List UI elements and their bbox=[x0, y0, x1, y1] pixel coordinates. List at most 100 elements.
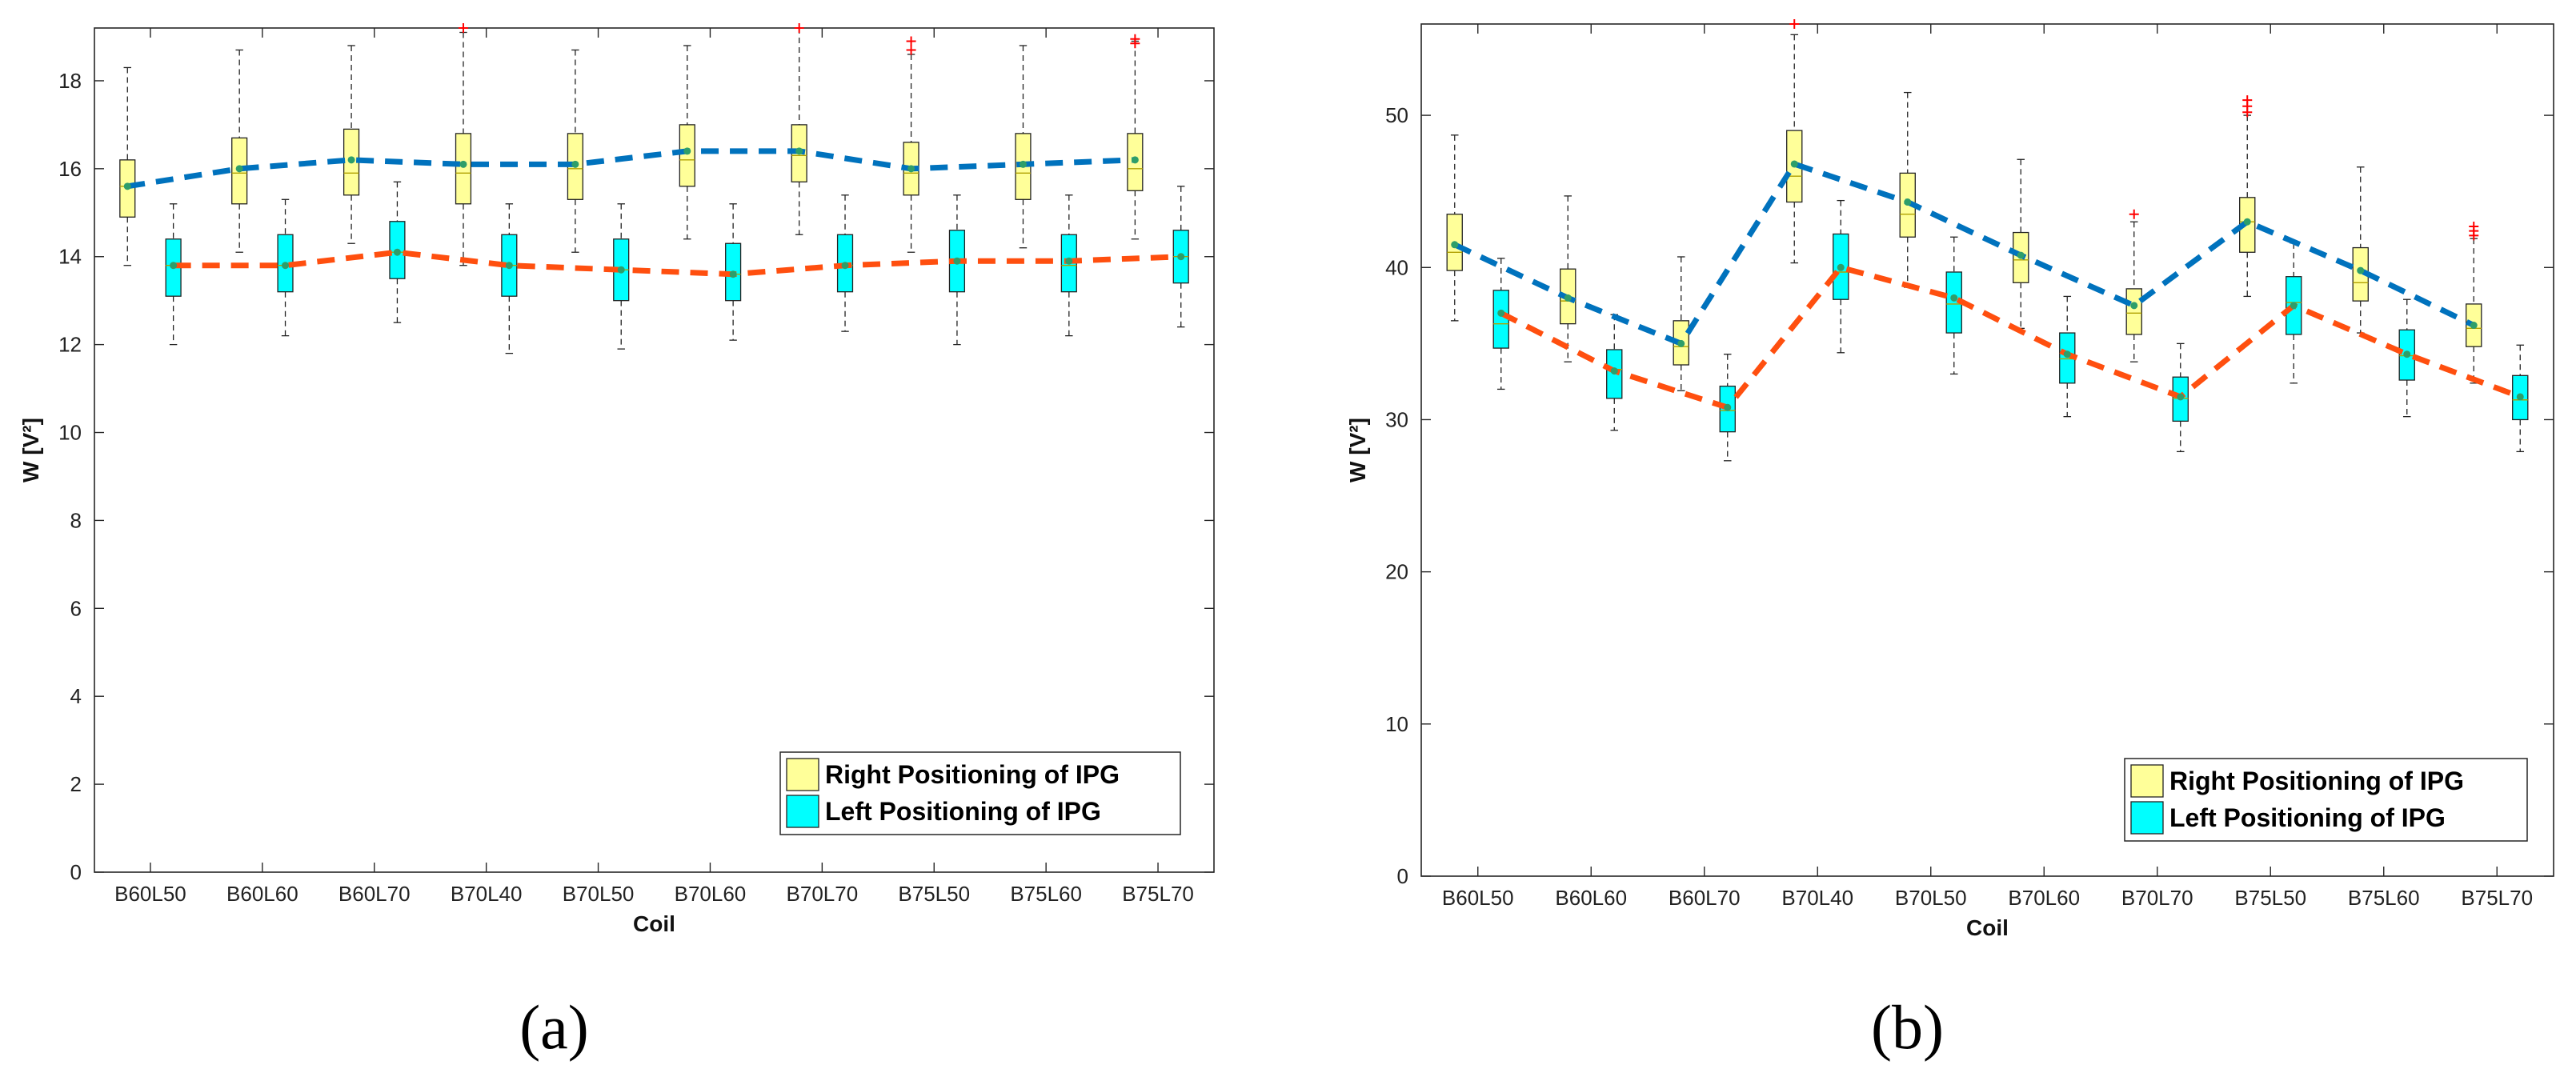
outlier-marker bbox=[2242, 95, 2253, 106]
trend-point bbox=[571, 160, 579, 168]
trend-point bbox=[282, 262, 290, 270]
right-box bbox=[2125, 209, 2142, 362]
trend-point bbox=[2177, 393, 2185, 401]
x-tick-label: B75L50 bbox=[2234, 886, 2306, 910]
trend-point bbox=[1904, 198, 1912, 206]
legend-label-left: Left Positioning of IPG bbox=[2169, 803, 2446, 832]
outlier-marker bbox=[906, 36, 916, 46]
outlier-marker bbox=[2129, 209, 2139, 219]
x-axis-label: Coil bbox=[1966, 915, 2009, 940]
x-tick-label: B70L70 bbox=[787, 882, 859, 906]
x-axis-label: Coil bbox=[633, 911, 675, 936]
x-tick-label: B60L50 bbox=[114, 882, 186, 906]
trend-point bbox=[459, 160, 467, 168]
legend-label-right: Right Positioning of IPG bbox=[2169, 767, 2464, 795]
trend-point bbox=[1131, 156, 1139, 164]
y-tick-label: 30 bbox=[1385, 407, 1408, 431]
right-trend-line bbox=[126, 148, 1136, 190]
y-tick-label: 40 bbox=[1385, 255, 1408, 279]
trend-point bbox=[2403, 350, 2411, 358]
legend: Right Positioning of IPG Left Positioning… bbox=[2124, 758, 2528, 842]
left-box bbox=[1945, 236, 1962, 375]
iqr-box bbox=[2125, 288, 2142, 335]
y-tick-label: 50 bbox=[1385, 103, 1408, 127]
legend-box bbox=[2124, 758, 2528, 842]
x-tick-label: B75L50 bbox=[898, 882, 970, 906]
y-tick-label: 8 bbox=[70, 508, 82, 532]
y-tick-label: 10 bbox=[58, 421, 82, 445]
x-tick-label: B70L70 bbox=[2121, 886, 2193, 910]
trend-point bbox=[2516, 393, 2524, 401]
legend-swatch-left bbox=[2130, 801, 2164, 835]
trend-point bbox=[170, 262, 178, 270]
y-tick-label: 20 bbox=[1385, 560, 1408, 584]
trend-point bbox=[1610, 367, 1618, 375]
y-axis-label: W [V²] bbox=[1345, 418, 1370, 482]
outlier-marker bbox=[458, 23, 468, 33]
left-box bbox=[1492, 258, 1509, 390]
y-tick-label: 2 bbox=[70, 772, 82, 796]
x-tick-label: B70L60 bbox=[675, 882, 747, 906]
trend-point bbox=[729, 270, 737, 278]
iqr-box bbox=[679, 124, 695, 187]
left-trend-line bbox=[173, 249, 1181, 278]
right-trend-line bbox=[1453, 160, 2475, 347]
trend-point bbox=[1564, 294, 1572, 302]
y-tick-label: 16 bbox=[58, 157, 82, 181]
y-tick-label: 14 bbox=[58, 245, 82, 269]
trend-point bbox=[505, 262, 513, 270]
legend: Right Positioning of IPG Left Positioning… bbox=[779, 751, 1181, 835]
outlier-marker bbox=[2469, 221, 2479, 231]
trend-point bbox=[795, 147, 803, 155]
trend-point bbox=[123, 182, 131, 190]
x-tick-label: B60L60 bbox=[1555, 886, 1627, 910]
trend-point bbox=[1065, 257, 1073, 265]
y-tick-label: 4 bbox=[70, 684, 82, 708]
y-tick-label: 12 bbox=[58, 333, 82, 357]
x-tick-label: B60L70 bbox=[339, 882, 411, 906]
panel-label: (b) bbox=[1871, 992, 1944, 1062]
x-tick-label: B75L60 bbox=[2348, 886, 2420, 910]
outlier-marker bbox=[794, 23, 804, 33]
trend-point bbox=[1177, 253, 1185, 261]
legend-swatch-left bbox=[786, 795, 819, 828]
y-axis-label: W [V²] bbox=[18, 418, 43, 482]
x-tick-label: B70L40 bbox=[1781, 886, 1853, 910]
y-tick-label: 10 bbox=[1385, 712, 1408, 736]
trend-point bbox=[907, 165, 915, 173]
trend-point bbox=[2470, 322, 2478, 330]
outlier-marker bbox=[1789, 19, 1800, 29]
x-tick-label: B75L60 bbox=[1010, 882, 1082, 906]
iqr-box bbox=[455, 133, 472, 205]
legend-box bbox=[779, 751, 1181, 835]
trend-point bbox=[2290, 302, 2298, 310]
legend-label-right: Right Positioning of IPG bbox=[825, 760, 1120, 789]
chart-panel-b: 0 10 20 30 40 50 B60L50 B60L60 B60L70 B70L40 B70L5… bbox=[1345, 19, 2554, 1062]
trend-point bbox=[617, 266, 625, 274]
x-tick-label: B60L50 bbox=[1442, 886, 1514, 910]
panel-label: (a) bbox=[519, 992, 589, 1062]
trend-point bbox=[841, 262, 849, 270]
y-tick-label: 18 bbox=[58, 69, 82, 93]
y-tick-label: 6 bbox=[70, 596, 82, 620]
trend-point bbox=[1724, 403, 1732, 411]
x-tick-label: B60L60 bbox=[226, 882, 298, 906]
right-box bbox=[679, 45, 695, 240]
y-tick-label: 0 bbox=[70, 860, 82, 884]
y-tick-label: 0 bbox=[1397, 864, 1408, 888]
outlier-marker bbox=[1130, 34, 1140, 44]
iqr-box bbox=[1492, 290, 1509, 349]
left-trend-line bbox=[1500, 264, 2522, 411]
legend-swatch-right bbox=[2130, 764, 2164, 798]
right-box bbox=[455, 23, 472, 266]
trend-point bbox=[1019, 160, 1027, 168]
trend-point bbox=[683, 147, 691, 155]
trend-point bbox=[1790, 160, 1798, 168]
trend-point bbox=[1837, 263, 1845, 271]
left-box bbox=[2059, 295, 2076, 418]
trend-point bbox=[1950, 294, 1958, 302]
x-tick-label: B70L50 bbox=[563, 882, 635, 906]
trend-point bbox=[2017, 251, 2025, 259]
trend-point bbox=[953, 257, 961, 265]
